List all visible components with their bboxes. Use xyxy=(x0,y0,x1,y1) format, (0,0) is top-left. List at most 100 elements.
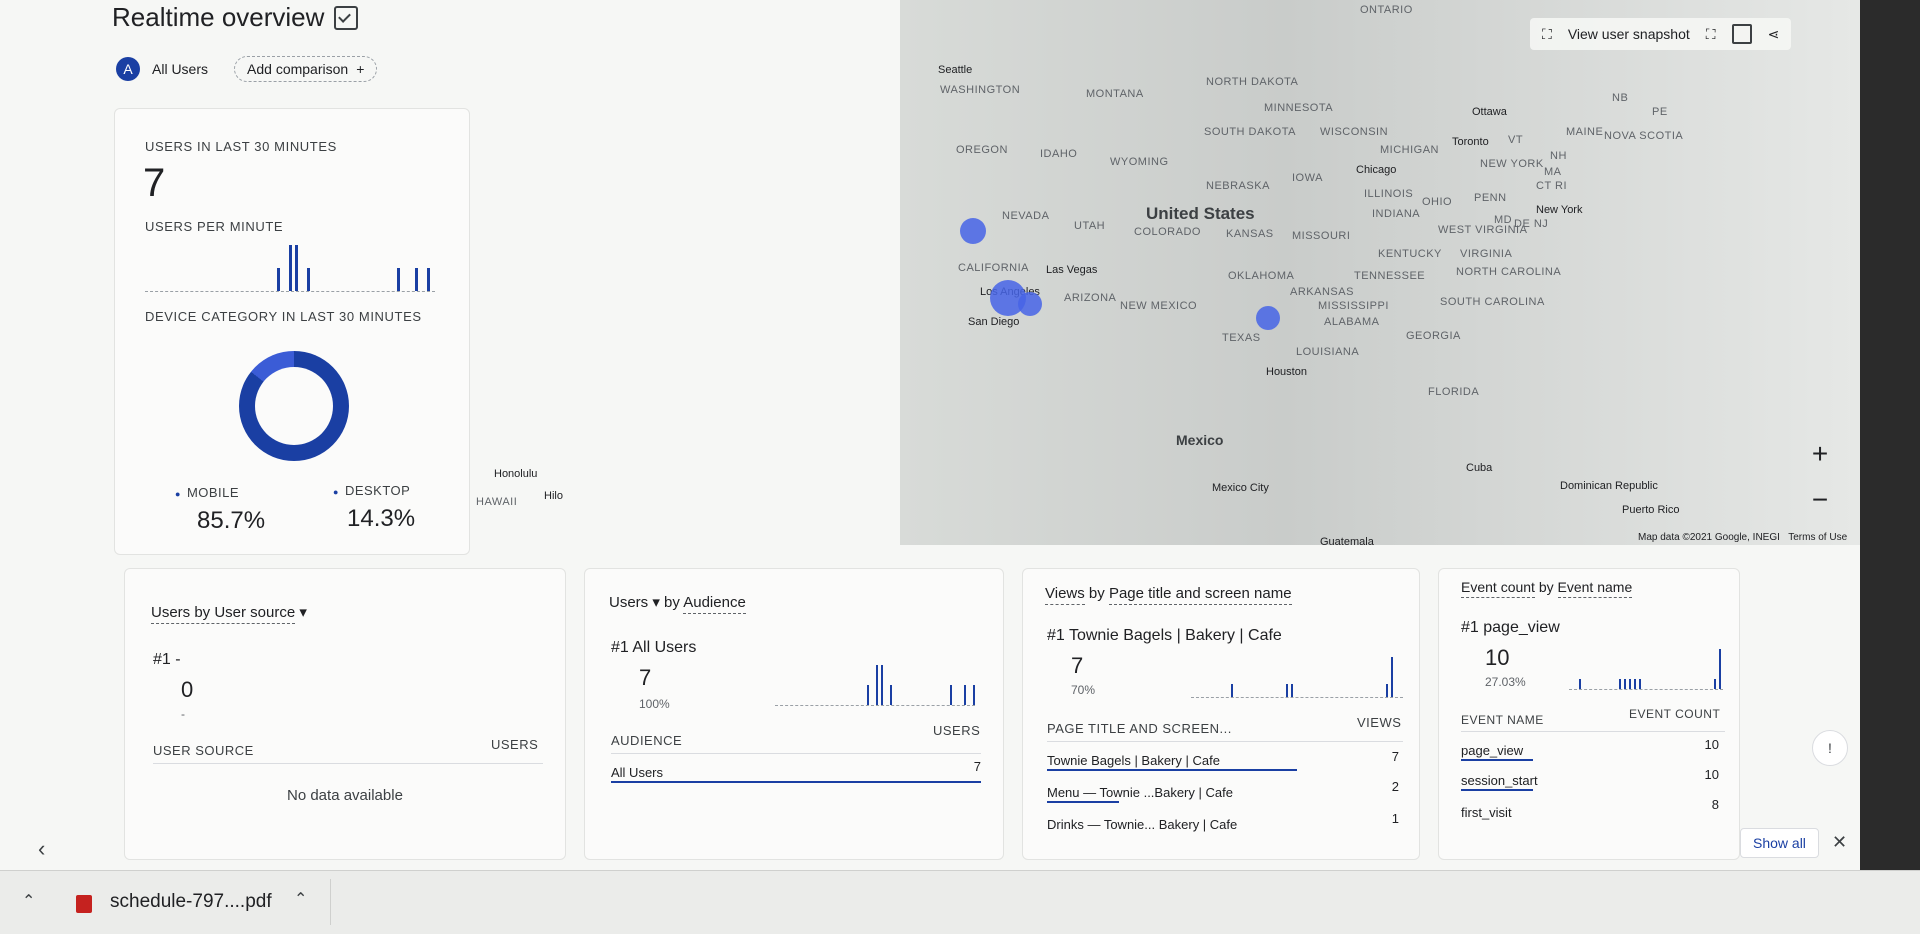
feedback-icon[interactable]: ! xyxy=(1812,730,1848,766)
zoom-in-button[interactable]: + xyxy=(1811,438,1829,469)
events-title[interactable]: Event count by Event name xyxy=(1461,579,1633,598)
views-pct: 70% xyxy=(1071,683,1096,697)
map-city: Hilo xyxy=(544,490,563,502)
map-label: MA xyxy=(1544,166,1562,178)
realtime-map[interactable]: ONTARIO WASHINGTON MONTANA NORTH DAKOTA … xyxy=(476,0,1860,548)
events-row-name[interactable]: first_visit xyxy=(1461,805,1512,820)
events-row-value: 10 xyxy=(1704,737,1719,752)
terms-link[interactable]: Terms of Use xyxy=(1788,532,1848,543)
sparkline-bar xyxy=(1579,679,1581,689)
events-value: 10 xyxy=(1485,645,1510,670)
map-label: ARKANSAS xyxy=(1290,286,1354,298)
divider xyxy=(1047,741,1403,742)
users-col-head: USERS xyxy=(933,723,981,738)
device-heading: DEVICE CATEGORY IN LAST 30 MINUTES xyxy=(145,309,422,324)
show-all-button[interactable]: Show all xyxy=(1740,828,1819,858)
sparkline-bar xyxy=(1719,649,1721,689)
snapshot-icon[interactable]: ⛶ xyxy=(1542,25,1552,42)
views-sparkline[interactable] xyxy=(1191,655,1403,698)
map-city: New York xyxy=(1536,204,1583,216)
audience-title[interactable]: Users ▾ by Audience xyxy=(609,593,746,614)
views-title[interactable]: Views by Page title and screen name xyxy=(1045,585,1292,605)
users-col-head: USERS xyxy=(491,737,539,752)
segment-chip[interactable]: All Users xyxy=(152,61,209,77)
users-realtime-card: USERS IN LAST 30 MINUTES 7 USERS PER MIN… xyxy=(114,108,470,555)
views-value: 7 xyxy=(1071,653,1084,678)
map-label: SOUTH DAKOTA xyxy=(1204,126,1296,138)
source-value: 0 xyxy=(181,677,194,702)
sparkline-bar xyxy=(1639,679,1641,689)
views-row-name[interactable]: Townie Bagels | Bakery | Cafe xyxy=(1047,753,1220,768)
sparkline-bar xyxy=(307,268,310,291)
page-header: Realtime overview xyxy=(112,2,359,33)
source-col-head: USER SOURCE xyxy=(153,743,254,758)
user-location-dot[interactable] xyxy=(1018,292,1042,316)
user-location-dot[interactable] xyxy=(1256,306,1280,330)
customize-report-icon[interactable] xyxy=(1731,24,1752,44)
map-label: ARIZONA xyxy=(1064,292,1117,304)
map-label: PENN xyxy=(1474,192,1507,204)
row-share-bar xyxy=(1461,789,1533,791)
close-icon[interactable]: ✕ xyxy=(1832,832,1848,852)
sparkline-bar xyxy=(881,665,883,705)
events-card: Event count by Event name #1 page_view 1… xyxy=(1438,568,1740,860)
map-label: KENTUCKY xyxy=(1378,248,1442,260)
add-comparison-button[interactable]: Add comparison + xyxy=(234,56,378,82)
map-label: WISCONSIN xyxy=(1320,126,1389,138)
user-location-dot[interactable] xyxy=(960,218,986,244)
event-count-col-head: EVENT COUNT xyxy=(1629,707,1721,721)
verified-icon[interactable] xyxy=(334,5,359,30)
audience-row-value: 7 xyxy=(973,759,981,774)
sparkline-bar xyxy=(397,268,400,291)
divider xyxy=(611,753,981,754)
events-sparkline[interactable] xyxy=(1569,647,1723,690)
map-label: NORTH DAKOTA xyxy=(1206,76,1299,88)
views-col-head: VIEWS xyxy=(1357,715,1402,730)
page-title-col-head: PAGE TITLE AND SCREEN... xyxy=(1047,721,1232,736)
sparkline-bar xyxy=(973,685,975,705)
chevron-left-icon[interactable]: ‹ xyxy=(38,836,46,861)
sparkline-bar xyxy=(1231,683,1233,697)
map-label: OREGON xyxy=(956,144,1008,156)
events-row-name[interactable]: session_start xyxy=(1461,773,1538,788)
map-city: Cuba xyxy=(1466,462,1493,474)
views-row-name[interactable]: Drinks — Townie... Bakery | Cafe xyxy=(1047,817,1238,832)
map-credit: Map data ©2021 Google, INEGI Terms of Us… xyxy=(1638,532,1848,543)
map-city: Las Vegas xyxy=(1046,264,1098,276)
sparkline-bar xyxy=(427,268,430,291)
map-country: United States xyxy=(1146,204,1255,223)
map-label: NEW MEXICO xyxy=(1120,300,1198,312)
divider xyxy=(153,763,543,764)
map-label: PE xyxy=(1652,106,1668,118)
map-label: LOUISIANA xyxy=(1296,346,1360,358)
audience-sparkline[interactable] xyxy=(775,663,975,706)
fullscreen-icon[interactable]: ⛶ xyxy=(1705,25,1716,42)
events-row-name[interactable]: page_view xyxy=(1461,743,1524,758)
user-source-title[interactable]: Users by User source ▾ xyxy=(151,603,307,624)
download-file-name[interactable]: schedule-797....pdf xyxy=(110,891,272,912)
map-city: Guatemala xyxy=(1320,536,1374,548)
device-donut-chart[interactable] xyxy=(239,351,349,461)
map-city: Mexico City xyxy=(1212,482,1269,494)
map-city: Honolulu xyxy=(494,468,538,480)
user-source-card: Users by User source ▾ #1 - 0 - USER SOU… xyxy=(124,568,566,860)
map-label: UTAH xyxy=(1074,220,1106,232)
users-per-minute-chart[interactable] xyxy=(145,243,435,292)
pdf-file-icon xyxy=(76,895,92,913)
audience-col-head: AUDIENCE xyxy=(611,733,683,748)
sparkline-bar xyxy=(1391,657,1393,697)
chevron-up-icon[interactable]: ⌃ xyxy=(294,891,308,908)
caret-down-icon: ▾ xyxy=(652,594,660,611)
sparkline-bar xyxy=(963,685,966,705)
events-rank: #1 page_view xyxy=(1461,619,1560,636)
mobile-percent: 85.7% xyxy=(197,507,266,534)
sparkline-bar xyxy=(277,268,280,291)
audience-value: 7 xyxy=(639,665,652,690)
view-user-snapshot-button[interactable]: View user snapshot xyxy=(1567,26,1690,42)
zoom-out-button[interactable]: − xyxy=(1811,484,1829,515)
share-icon[interactable]: ⋖ xyxy=(1767,25,1780,42)
chevron-up-icon[interactable]: ⌃ xyxy=(22,893,36,910)
page-title: Realtime overview xyxy=(112,2,325,32)
audience-row-name[interactable]: All Users xyxy=(611,765,664,780)
views-row-name[interactable]: Menu — Townie ...Bakery | Cafe xyxy=(1047,785,1233,800)
